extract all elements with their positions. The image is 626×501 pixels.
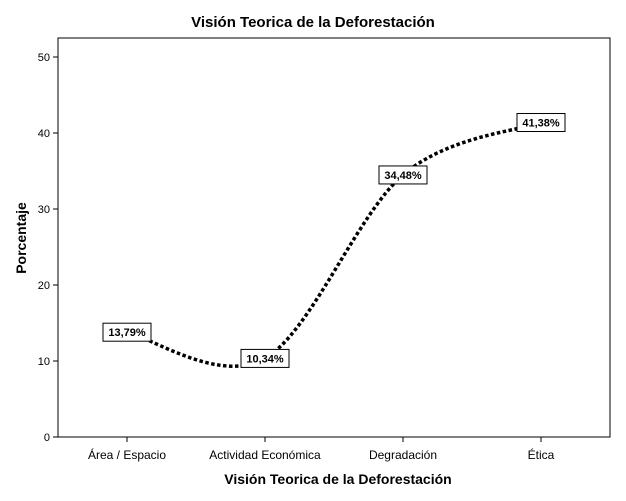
x-tick-label: Degradación xyxy=(369,448,437,462)
data-label-text: 34,48% xyxy=(384,170,422,182)
data-label-text: 41,38% xyxy=(522,118,560,130)
x-axis-title: Visión Teorica de la Deforestación xyxy=(224,471,451,487)
x-tick-label: Actividad Económica xyxy=(209,448,321,462)
data-label-box xyxy=(240,348,290,368)
chart-title: Visión Teorica de la Deforestación xyxy=(191,14,435,31)
data-label-text: 10,34% xyxy=(246,353,284,365)
y-axis-title: Porcentaje xyxy=(13,202,29,274)
y-tick-label: 50 xyxy=(38,52,50,64)
data-label: 10,34% xyxy=(240,348,290,368)
data-label-box xyxy=(378,165,428,185)
data-label-box xyxy=(102,322,152,342)
series-line xyxy=(126,120,542,368)
x-axis: Área / Espacio Actividad Económica Degrada… xyxy=(88,437,555,462)
plot-area-frame xyxy=(57,37,611,438)
y-tick-label: 40 xyxy=(38,128,50,140)
y-tick-label: 0 xyxy=(44,432,50,444)
y-tick-label: 30 xyxy=(38,204,50,216)
y-tick-label: 20 xyxy=(38,280,50,292)
data-labels: 13,79% 10,34% 34,48% 41,38% xyxy=(102,113,566,368)
x-tick-label: Área / Espacio xyxy=(88,447,166,462)
data-label: 13,79% xyxy=(102,322,152,342)
data-label-box xyxy=(516,113,566,133)
data-label: 41,38% xyxy=(516,113,566,133)
data-label-text: 13,79% xyxy=(108,327,146,339)
x-tick-label: Ética xyxy=(528,447,555,462)
y-tick-label: 10 xyxy=(38,356,50,368)
y-axis: 0 10 20 30 40 50 xyxy=(38,52,58,444)
data-label: 34,48% xyxy=(378,165,428,185)
